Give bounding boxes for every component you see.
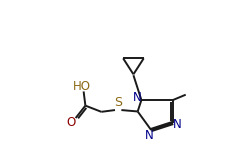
Text: N: N xyxy=(133,91,141,104)
Text: N: N xyxy=(145,129,154,142)
Text: O: O xyxy=(67,116,76,129)
Text: N: N xyxy=(173,118,182,131)
Text: HO: HO xyxy=(73,80,91,93)
Text: S: S xyxy=(114,96,122,110)
